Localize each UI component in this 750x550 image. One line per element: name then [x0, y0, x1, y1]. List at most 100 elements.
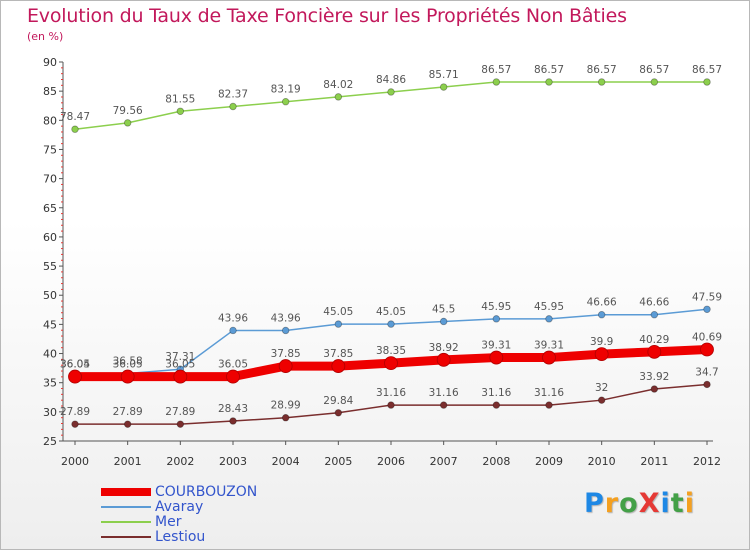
y-tick-label: 40 — [43, 348, 57, 361]
data-label-mer: 86.57 — [534, 64, 564, 76]
data-label-courbouzon: 39.9 — [590, 336, 613, 348]
data-point-avaray — [387, 320, 395, 328]
data-point-courbouzon — [542, 350, 556, 365]
data-point-mer — [281, 98, 290, 106]
data-point-lestiou — [492, 401, 501, 409]
data-point-lestiou — [597, 396, 606, 404]
data-point-mer — [545, 78, 553, 86]
y-tick-label: 60 — [43, 231, 57, 244]
logo-letter: o — [619, 488, 639, 519]
data-point-courbouzon — [700, 342, 714, 357]
data-label-courbouzon: 39.31 — [481, 340, 511, 352]
data-point-courbouzon — [436, 352, 451, 367]
data-label-avaray: 47.59 — [692, 291, 722, 303]
data-label-lestiou: 31.16 — [429, 387, 459, 399]
data-label-avaray: 45.05 — [376, 306, 406, 318]
data-label-courbouzon: 38.92 — [429, 342, 459, 354]
data-point-avaray — [281, 326, 290, 335]
data-point-mer — [439, 83, 448, 91]
data-label-lestiou: 28.43 — [218, 403, 248, 415]
data-point-courbouzon — [594, 347, 609, 362]
data-point-courbouzon — [489, 350, 504, 365]
y-tick-label: 75 — [43, 143, 57, 156]
logo-letter: i — [684, 488, 695, 519]
data-label-lestiou: 27.89 — [113, 406, 143, 418]
data-label-avaray: 37.31 — [165, 351, 195, 363]
data-label-mer: 78.47 — [60, 111, 90, 123]
data-point-courbouzon — [120, 369, 135, 384]
data-label-lestiou: 34.7 — [695, 366, 718, 378]
data-label-mer: 83.19 — [271, 84, 301, 96]
data-label-avaray: 45.95 — [534, 301, 564, 313]
data-label-lestiou: 29.84 — [323, 395, 353, 407]
legend-label: COURBOUZON — [155, 484, 258, 500]
data-label-avaray: 46.66 — [587, 297, 617, 309]
x-tick-label: 2012 — [693, 455, 721, 468]
data-point-lestiou — [123, 420, 132, 428]
data-point-lestiou — [650, 385, 659, 393]
x-tick-label: 2003 — [219, 455, 247, 468]
x-tick-label: 2004 — [272, 455, 300, 468]
data-label-mer: 79.56 — [113, 105, 143, 117]
logo-letter: X — [638, 488, 661, 519]
logo-letter: t — [670, 488, 685, 519]
data-label-courbouzon: 38.35 — [376, 345, 406, 357]
data-point-avaray — [334, 320, 343, 328]
data-label-lestiou: 27.89 — [165, 406, 195, 418]
data-point-mer — [176, 107, 185, 115]
data-label-courbouzon: 39.31 — [534, 340, 564, 352]
data-label-lestiou: 31.16 — [534, 387, 564, 399]
data-point-lestiou — [439, 401, 448, 409]
data-label-courbouzon: 40.29 — [639, 334, 669, 346]
data-label-avaray: 43.96 — [218, 312, 248, 324]
data-label-mer: 86.57 — [481, 64, 511, 76]
data-label-mer: 85.71 — [429, 69, 459, 81]
data-label-mer: 86.57 — [587, 64, 617, 76]
data-point-lestiou — [176, 420, 185, 428]
y-tick-label: 25 — [43, 435, 57, 448]
legend-label: Mer — [155, 514, 182, 530]
data-point-lestiou — [281, 414, 290, 422]
y-tick-label: 80 — [43, 114, 57, 127]
data-label-lestiou: 27.89 — [60, 406, 90, 418]
data-point-mer — [229, 102, 237, 111]
data-label-mer: 86.57 — [639, 64, 669, 76]
legend-label: Lestiou — [155, 529, 206, 545]
data-point-mer — [123, 119, 132, 127]
proxiti-logo: ProXiti — [584, 488, 695, 519]
data-point-avaray — [545, 315, 553, 323]
x-tick-label: 2006 — [377, 455, 405, 468]
y-tick-label: 35 — [43, 377, 57, 390]
logo-letter: r — [604, 488, 620, 519]
y-tick-label: 85 — [43, 85, 57, 98]
y-tick-label: 55 — [43, 260, 57, 273]
data-point-courbouzon — [226, 369, 240, 384]
data-label-courbouzon: 36.05 — [113, 359, 143, 371]
data-point-courbouzon — [384, 356, 398, 371]
data-label-lestiou: 32 — [595, 382, 608, 394]
data-label-avaray: 45.05 — [323, 306, 353, 318]
y-tick-label: 90 — [43, 56, 57, 69]
logo-letter: i — [660, 488, 671, 519]
data-label-lestiou: 28.99 — [271, 400, 301, 412]
data-point-courbouzon — [278, 359, 293, 373]
data-point-lestiou — [71, 420, 79, 428]
x-tick-label: 2002 — [166, 455, 194, 468]
data-point-lestiou — [545, 401, 553, 409]
data-point-courbouzon — [647, 344, 662, 359]
data-point-lestiou — [229, 417, 237, 425]
x-tick-label: 2005 — [324, 455, 352, 468]
data-point-avaray — [439, 317, 448, 326]
data-point-lestiou — [334, 409, 343, 417]
data-label-avaray: 36.04 — [60, 359, 90, 371]
data-label-avaray: 45.95 — [481, 301, 511, 313]
data-label-mer: 81.55 — [165, 93, 195, 105]
data-label-mer: 84.02 — [323, 79, 353, 91]
data-label-lestiou: 31.16 — [481, 387, 511, 399]
data-point-mer — [650, 78, 659, 86]
legend-swatch — [101, 506, 151, 508]
data-label-mer: 82.37 — [218, 88, 248, 100]
data-label-courbouzon: 36.05 — [165, 359, 195, 371]
data-point-mer — [597, 78, 606, 86]
